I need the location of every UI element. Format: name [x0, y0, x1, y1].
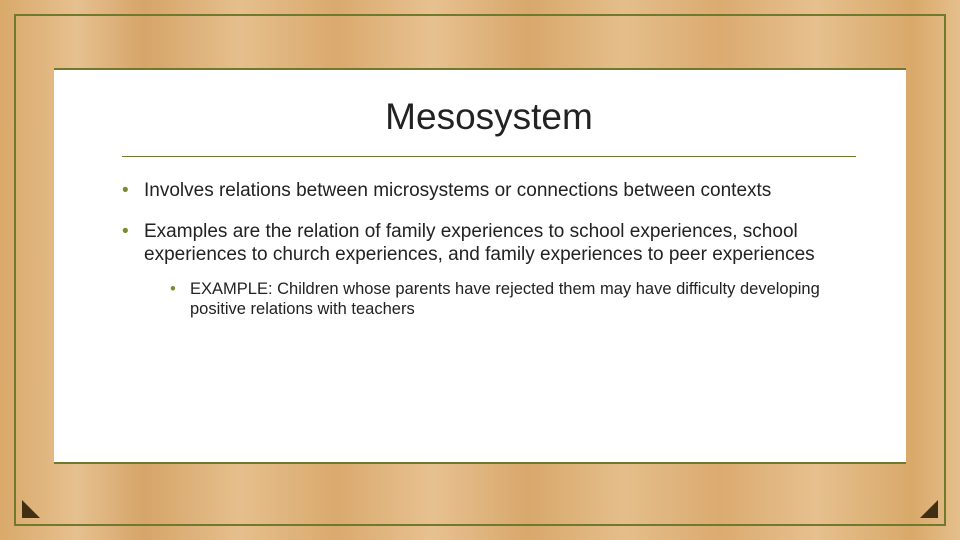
bullet-text: EXAMPLE: Children whose parents have rej…: [190, 280, 820, 318]
slide-title: Mesosystem: [114, 96, 864, 138]
list-item: Examples are the relation of family expe…: [122, 220, 864, 319]
title-underline: [122, 156, 856, 157]
bullet-text: Involves relations between microsystems …: [144, 180, 771, 201]
bullet-list: Involves relations between microsystems …: [114, 179, 864, 319]
corner-fold-icon: [22, 500, 40, 518]
slide-frame: Mesosystem Involves relations between mi…: [14, 14, 946, 526]
corner-fold-icon: [920, 500, 938, 518]
content-panel: Mesosystem Involves relations between mi…: [54, 68, 906, 464]
bullet-text: Examples are the relation of family expe…: [144, 221, 815, 265]
sub-bullet-list: EXAMPLE: Children whose parents have rej…: [144, 279, 864, 319]
list-item: Involves relations between microsystems …: [122, 179, 864, 202]
list-item: EXAMPLE: Children whose parents have rej…: [170, 279, 864, 319]
